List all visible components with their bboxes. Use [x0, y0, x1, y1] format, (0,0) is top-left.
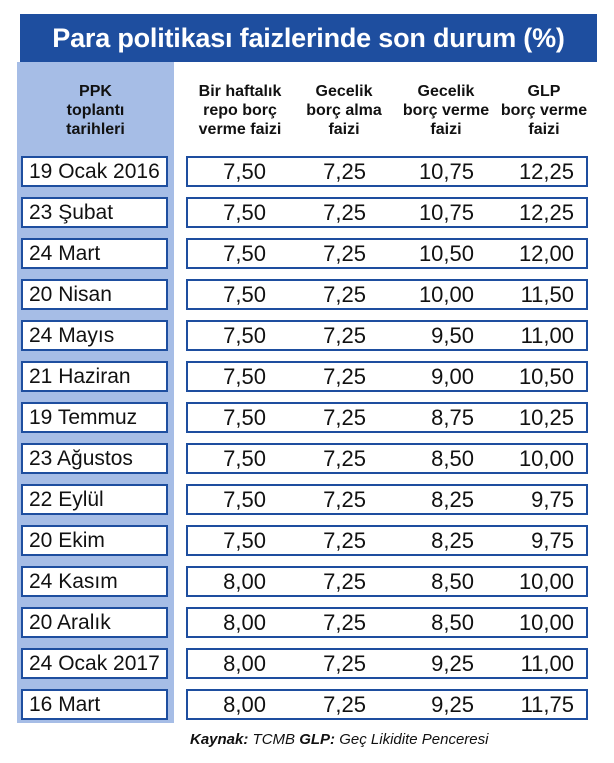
weekly-repo-rate-cell: 7,50: [223, 241, 266, 266]
llw-lending-rate-cell: 10,50: [518, 364, 574, 389]
overnight-borrowing-rate-cell: 7,25: [323, 159, 366, 184]
overnight-lending-rate-cell: 8,25: [431, 528, 474, 553]
header-weekly-repo: Bir haftalık repo borç verme faizi: [198, 82, 282, 138]
weekly-repo-rate-cell: 8,00: [223, 692, 266, 717]
overnight-lending-rate-cell: 10,75: [418, 200, 474, 225]
table-title: Para politikası faizlerinde son durum (%…: [20, 14, 597, 62]
overnight-borrowing-rate-cell: 7,25: [323, 200, 366, 225]
overnight-borrowing-rate-cell: 7,25: [323, 241, 366, 266]
llw-lending-rate-cell: 11,75: [520, 692, 574, 717]
llw-lending-rate-cell: 11,50: [520, 282, 574, 307]
overnight-lending-rate-cell: 9,25: [431, 651, 474, 676]
rate-values-box: 7,50 7,25 9,50 11,00: [186, 320, 588, 351]
header-overnight-lending: Gecelik borç verme faizi: [402, 82, 490, 138]
weekly-repo-rate-cell: 7,50: [223, 364, 266, 389]
meeting-date-cell: 20 Nisan: [21, 279, 168, 310]
llw-lending-rate-cell: 10,00: [518, 569, 574, 594]
overnight-borrowing-rate-cell: 7,25: [323, 692, 366, 717]
overnight-lending-rate-cell: 9,50: [431, 323, 474, 348]
llw-lending-rate-cell: 10,25: [518, 405, 574, 430]
overnight-borrowing-rate-cell: 7,25: [323, 364, 366, 389]
meeting-date-cell: 23 Şubat: [21, 197, 168, 228]
weekly-repo-rate-cell: 7,50: [223, 446, 266, 471]
meeting-date-cell: 20 Ekim: [21, 525, 168, 556]
rate-values-box: 8,00 7,25 9,25 11,00: [186, 648, 588, 679]
meeting-date-cell: 24 Mart: [21, 238, 168, 269]
overnight-lending-rate-cell: 10,00: [418, 282, 474, 307]
weekly-repo-rate-cell: 7,50: [223, 323, 266, 348]
rate-values-box: 7,50 7,25 8,50 10,00: [186, 443, 588, 474]
overnight-borrowing-rate-cell: 7,25: [323, 405, 366, 430]
overnight-borrowing-rate-cell: 7,25: [323, 528, 366, 553]
header-overnight-borrowing: Gecelik borç alma faizi: [306, 82, 382, 138]
weekly-repo-rate-cell: 7,50: [223, 487, 266, 512]
rate-values-box: 8,00 7,25 8,50 10,00: [186, 566, 588, 597]
rate-values-box: 7,50 7,25 10,50 12,00: [186, 238, 588, 269]
weekly-repo-rate-cell: 8,00: [223, 569, 266, 594]
rate-values-box: 7,50 7,25 8,25 9,75: [186, 525, 588, 556]
weekly-repo-rate-cell: 7,50: [223, 528, 266, 553]
meeting-date-cell: 24 Ocak 2017: [21, 648, 168, 679]
rate-values-box: 7,50 7,25 10,75 12,25: [186, 197, 588, 228]
weekly-repo-rate-cell: 7,50: [223, 405, 266, 430]
overnight-borrowing-rate-cell: 7,25: [323, 487, 366, 512]
weekly-repo-rate-cell: 7,50: [223, 159, 266, 184]
overnight-lending-rate-cell: 8,25: [431, 487, 474, 512]
overnight-borrowing-rate-cell: 7,25: [323, 282, 366, 307]
rate-values-box: 7,50 7,25 10,75 12,25: [186, 156, 588, 187]
llw-lending-rate-cell: 10,00: [518, 610, 574, 635]
overnight-borrowing-rate-cell: 7,25: [323, 446, 366, 471]
llw-lending-rate-cell: 9,75: [531, 487, 574, 512]
llw-lending-rate-cell: 10,00: [518, 446, 574, 471]
meeting-date-cell: 22 Eylül: [21, 484, 168, 515]
weekly-repo-rate-cell: 8,00: [223, 651, 266, 676]
meeting-date-cell: 19 Ocak 2016: [21, 156, 168, 187]
overnight-lending-rate-cell: 10,50: [418, 241, 474, 266]
overnight-lending-rate-cell: 8,50: [431, 446, 474, 471]
weekly-repo-rate-cell: 7,50: [223, 282, 266, 307]
meeting-date-cell: 19 Temmuz: [21, 402, 168, 433]
weekly-repo-rate-cell: 8,00: [223, 610, 266, 635]
overnight-borrowing-rate-cell: 7,25: [323, 569, 366, 594]
meeting-date-cell: 16 Mart: [21, 689, 168, 720]
overnight-lending-rate-cell: 9,25: [431, 692, 474, 717]
rate-values-box: 7,50 7,25 8,75 10,25: [186, 402, 588, 433]
meeting-date-cell: 23 Ağustos: [21, 443, 168, 474]
overnight-borrowing-rate-cell: 7,25: [323, 323, 366, 348]
meeting-date-cell: 24 Kasım: [21, 566, 168, 597]
overnight-lending-rate-cell: 9,00: [431, 364, 474, 389]
rate-values-box: 7,50 7,25 9,00 10,50: [186, 361, 588, 392]
overnight-lending-rate-cell: 8,50: [431, 569, 474, 594]
llw-lending-rate-cell: 11,00: [520, 323, 574, 348]
overnight-lending-rate-cell: 10,75: [418, 159, 474, 184]
meeting-date-cell: 21 Haziran: [21, 361, 168, 392]
header-llw-lending: GLP borç verme faizi: [500, 82, 588, 138]
rate-values-box: 7,50 7,25 10,00 11,50: [186, 279, 588, 310]
llw-lending-rate-cell: 11,00: [520, 651, 574, 676]
meeting-date-cell: 24 Mayıs: [21, 320, 168, 351]
source-note: Kaynak: TCMB GLP: Geç Likidite Penceresi: [190, 731, 489, 748]
meeting-date-cell: 20 Aralık: [21, 607, 168, 638]
llw-lending-rate-cell: 12,00: [518, 241, 574, 266]
overnight-lending-rate-cell: 8,50: [431, 610, 474, 635]
rate-values-box: 7,50 7,25 8,25 9,75: [186, 484, 588, 515]
header-meeting-dates: PPK toplantı tarihleri: [66, 82, 125, 138]
rate-values-box: 8,00 7,25 8,50 10,00: [186, 607, 588, 638]
llw-lending-rate-cell: 12,25: [518, 159, 574, 184]
llw-lending-rate-cell: 12,25: [518, 200, 574, 225]
overnight-borrowing-rate-cell: 7,25: [323, 610, 366, 635]
overnight-borrowing-rate-cell: 7,25: [323, 651, 366, 676]
weekly-repo-rate-cell: 7,50: [223, 200, 266, 225]
rate-values-box: 8,00 7,25 9,25 11,75: [186, 689, 588, 720]
llw-lending-rate-cell: 9,75: [531, 528, 574, 553]
overnight-lending-rate-cell: 8,75: [431, 405, 474, 430]
